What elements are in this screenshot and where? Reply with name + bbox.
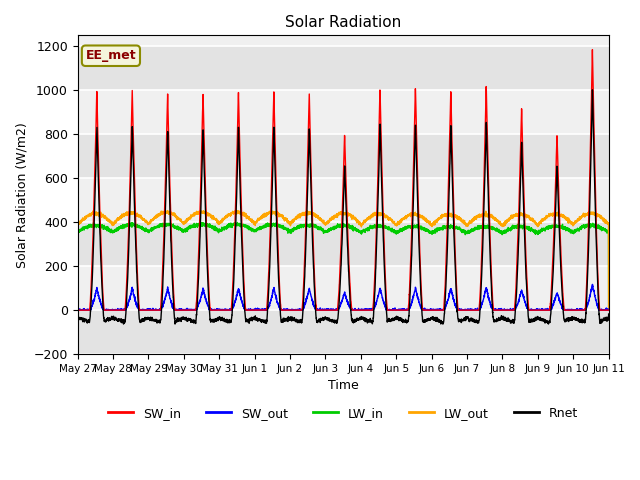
Rnet xyxy=(433,316,440,322)
LW_out xyxy=(492,216,500,222)
Line: Rnet: Rnet xyxy=(77,90,609,324)
Bar xyxy=(77,310,609,354)
SW_in xyxy=(169,278,177,284)
SW_in xyxy=(605,307,612,313)
Rnet xyxy=(604,316,612,322)
SW_out xyxy=(605,307,612,313)
SW_in xyxy=(74,307,81,313)
Text: EE_met: EE_met xyxy=(86,49,136,62)
LW_in xyxy=(605,307,612,313)
LW_out xyxy=(323,219,331,225)
SW_out xyxy=(589,281,596,287)
Line: SW_out: SW_out xyxy=(77,284,609,310)
Legend: SW_in, SW_out, LW_in, LW_out, Rnet: SW_in, SW_out, LW_in, LW_out, Rnet xyxy=(103,402,583,425)
LW_out xyxy=(604,220,612,226)
SW_out xyxy=(433,307,440,313)
LW_out xyxy=(232,207,240,213)
Bar xyxy=(77,47,609,90)
LW_in xyxy=(433,228,440,234)
LW_out xyxy=(462,222,470,228)
Bar xyxy=(77,134,609,178)
LW_in xyxy=(74,230,81,236)
LW_in xyxy=(492,227,500,233)
LW_out xyxy=(433,217,440,223)
SW_out xyxy=(604,307,612,312)
SW_in xyxy=(323,307,331,313)
LW_in xyxy=(323,228,331,234)
LW_out xyxy=(605,307,612,313)
Rnet xyxy=(492,319,500,324)
Rnet xyxy=(74,316,81,322)
Rnet xyxy=(462,315,470,321)
SW_out xyxy=(462,307,470,313)
Line: LW_in: LW_in xyxy=(77,222,609,310)
LW_out xyxy=(74,221,81,227)
SW_in xyxy=(589,47,596,53)
Line: SW_in: SW_in xyxy=(77,50,609,310)
Y-axis label: Solar Radiation (W/m2): Solar Radiation (W/m2) xyxy=(15,122,28,267)
Rnet xyxy=(605,311,612,317)
Line: LW_out: LW_out xyxy=(77,210,609,310)
LW_in xyxy=(604,228,612,234)
SW_in xyxy=(462,307,470,313)
Rnet xyxy=(323,316,331,322)
SW_in xyxy=(433,307,440,313)
Rnet xyxy=(589,87,596,93)
Rnet xyxy=(169,291,177,297)
SW_in xyxy=(604,307,612,313)
LW_out xyxy=(169,212,177,218)
Rnet xyxy=(439,321,447,327)
LW_in xyxy=(169,224,177,230)
SW_out xyxy=(492,307,500,313)
X-axis label: Time: Time xyxy=(328,379,358,392)
LW_in xyxy=(462,229,470,235)
LW_in xyxy=(234,219,241,225)
Title: Solar Radiation: Solar Radiation xyxy=(285,15,401,30)
SW_out xyxy=(74,307,81,313)
SW_out xyxy=(323,307,331,313)
Bar xyxy=(77,222,609,266)
SW_out xyxy=(169,304,177,310)
SW_in xyxy=(492,307,500,313)
